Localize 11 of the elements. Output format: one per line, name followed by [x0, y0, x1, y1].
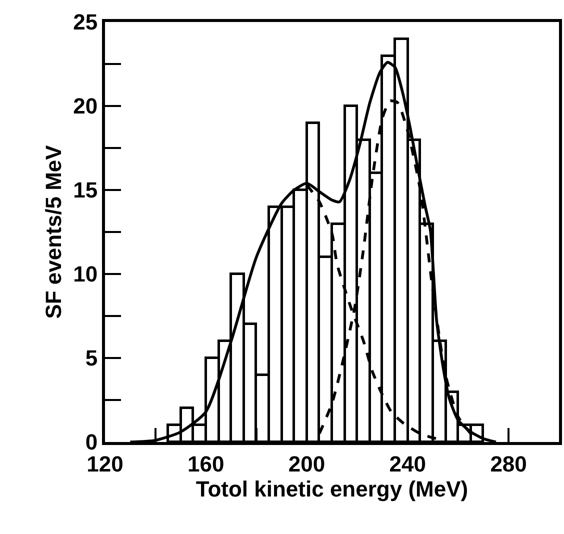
y-tick-label: 10	[73, 262, 98, 287]
y-axis-title: SF events/5 MeV	[40, 144, 66, 319]
x-tick-label: 200	[288, 451, 326, 476]
y-tick-label: 15	[73, 178, 98, 203]
x-tick-label: 240	[389, 451, 426, 476]
y-tick-label: 25	[73, 10, 98, 35]
y-tick-label: 20	[73, 94, 98, 119]
y-tick-label: 5	[85, 346, 98, 371]
x-axis-title: Totol kinetic energy (MeV)	[196, 476, 468, 502]
x-tick-label: 280	[490, 451, 527, 476]
x-tick-label: 160	[188, 451, 224, 476]
